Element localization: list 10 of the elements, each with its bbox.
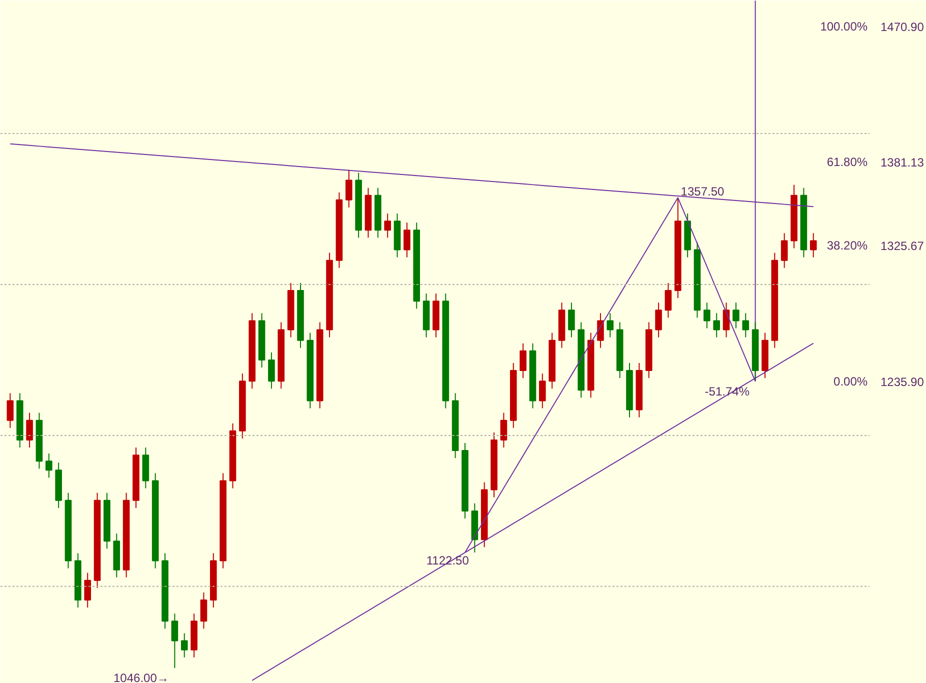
y-tick-label: 1235.90 (880, 374, 924, 389)
y-tick-label: 1381.13 (880, 155, 924, 170)
text: 61.80% (826, 154, 868, 169)
y-tick-label: 1470.90 (880, 20, 924, 34)
text: 0.00% (834, 374, 868, 388)
text: 1046.00→ (114, 670, 169, 683)
text: 1357.50 (680, 184, 724, 199)
text: 38.20% (826, 238, 868, 253)
text: 100.00% (820, 19, 868, 34)
y-tick-label: 1325.67 (880, 239, 924, 254)
